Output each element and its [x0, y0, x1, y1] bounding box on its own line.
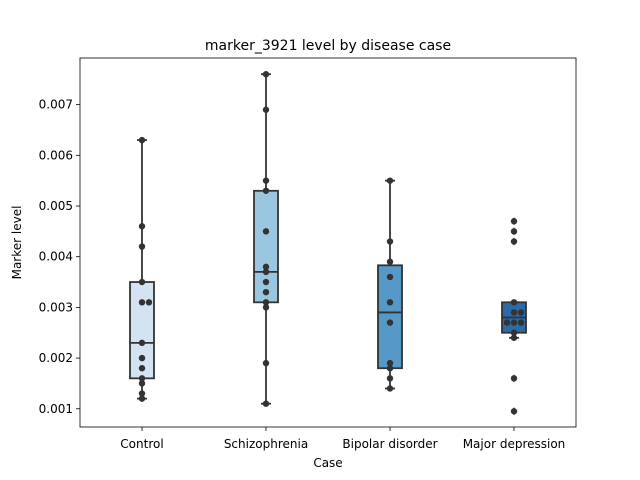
- data-point: [386, 365, 394, 372]
- data-point: [510, 218, 518, 225]
- box-group-2: [377, 179, 403, 390]
- x-tick-label: Control: [120, 437, 163, 451]
- data-point: [262, 268, 270, 276]
- y-tick-label: 0.007: [39, 98, 73, 112]
- x-tick-label: Bipolar disorder: [342, 437, 437, 451]
- data-point: [262, 359, 270, 367]
- data-point: [386, 299, 394, 306]
- y-tick-label: 0.004: [39, 250, 73, 264]
- data-point: [386, 238, 394, 245]
- data-point: [386, 177, 394, 184]
- y-axis: 0.001 0.002 0.003 0.004 0.005 0.006 0.007: [39, 98, 80, 416]
- points-layer: [138, 71, 525, 415]
- data-point: [510, 309, 518, 316]
- data-point: [262, 228, 270, 235]
- box: [129, 281, 155, 380]
- data-point: [503, 319, 511, 326]
- box-group-0: [129, 139, 155, 400]
- data-point: [262, 299, 270, 306]
- data-point: [138, 223, 146, 230]
- data-point: [138, 354, 146, 362]
- box-group-1: [253, 73, 279, 405]
- box: [377, 264, 403, 370]
- data-point: [138, 339, 146, 347]
- data-point: [262, 304, 270, 311]
- y-tick-label: 0.006: [39, 148, 73, 162]
- data-point: [386, 375, 394, 382]
- data-point: [510, 238, 518, 245]
- data-point: [262, 400, 270, 407]
- y-tick-label: 0.001: [39, 402, 73, 416]
- data-point: [510, 408, 518, 415]
- data-point: [262, 71, 270, 78]
- data-point: [262, 106, 270, 113]
- data-point: [138, 390, 146, 397]
- data-point: [510, 329, 518, 336]
- data-point: [138, 243, 146, 250]
- x-tick-label: Schizophrenia: [224, 437, 308, 451]
- data-point: [386, 359, 394, 367]
- box: [253, 189, 279, 304]
- plot-frame: [79, 57, 577, 428]
- data-point: [510, 375, 518, 382]
- x-axis-label: Case: [313, 456, 342, 470]
- data-point: [386, 258, 394, 265]
- data-point: [138, 380, 146, 387]
- data-point: [138, 136, 146, 144]
- data-point: [138, 375, 146, 382]
- x-tick-label: Major depression: [463, 437, 566, 451]
- data-point: [262, 187, 270, 194]
- data-point: [510, 319, 518, 326]
- data-point: [510, 334, 518, 341]
- y-tick-label: 0.005: [39, 199, 73, 213]
- data-point: [138, 299, 146, 306]
- data-point: [138, 278, 146, 286]
- data-point: [386, 273, 394, 281]
- y-axis-label: Marker level: [10, 206, 24, 280]
- chart-title: marker_3921 level by disease case: [205, 38, 451, 54]
- data-point: [145, 299, 153, 306]
- data-point: [510, 299, 518, 306]
- data-point: [138, 365, 146, 372]
- y-tick-label: 0.003: [39, 300, 73, 314]
- data-point: [510, 228, 518, 235]
- box-group-3: [501, 217, 527, 416]
- data-point: [517, 319, 525, 326]
- boxes-layer: [129, 73, 527, 416]
- y-tick-label: 0.002: [39, 351, 73, 365]
- data-point: [262, 263, 270, 271]
- data-point: [386, 385, 394, 392]
- data-point: [138, 395, 146, 402]
- data-point: [262, 278, 270, 286]
- data-point: [517, 309, 525, 316]
- data-point: [386, 319, 394, 326]
- data-point: [262, 177, 270, 184]
- data-point: [262, 288, 270, 296]
- x-axis: Control Schizophrenia Bipolar disorder Majo…: [120, 427, 565, 451]
